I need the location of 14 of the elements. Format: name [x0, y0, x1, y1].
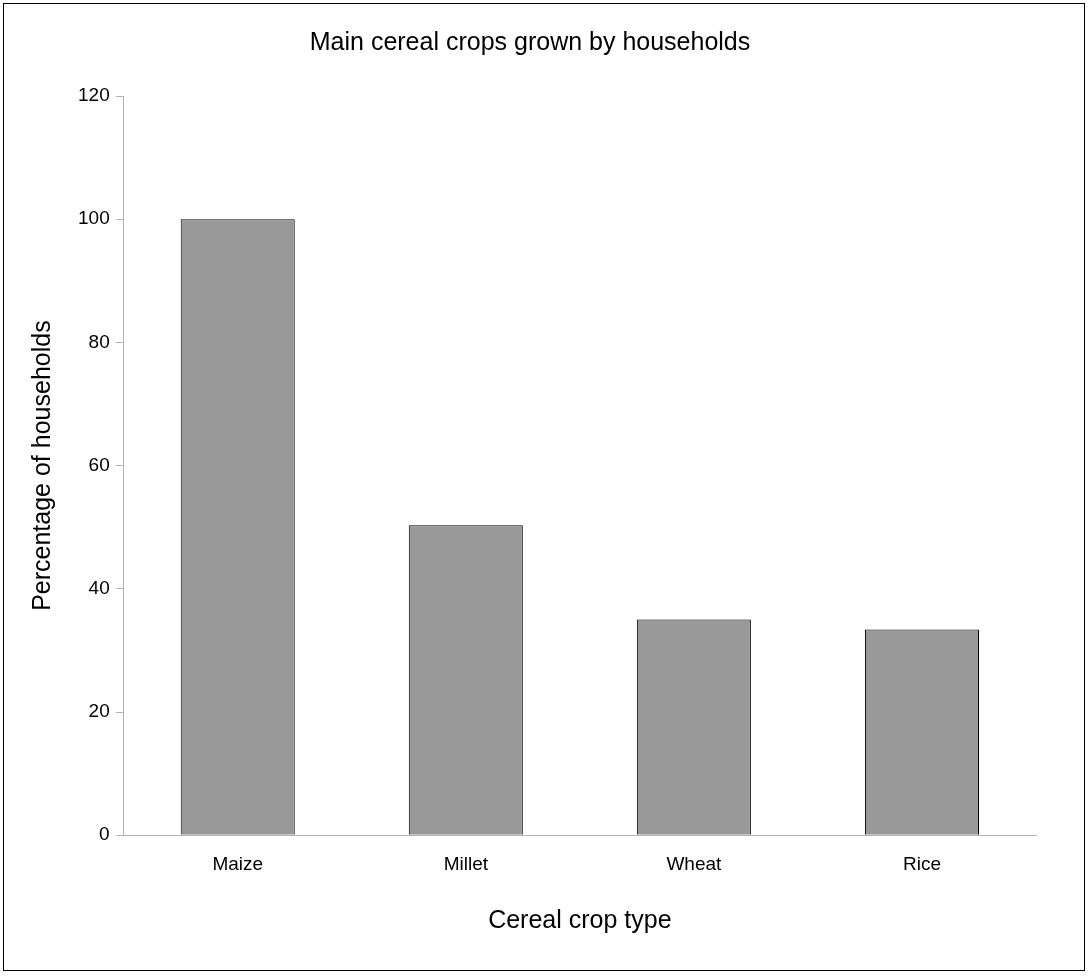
y-tick-label: 60 — [88, 453, 110, 475]
chart-title: Main cereal crops grown by households — [309, 26, 751, 55]
x-tick-label: Rice — [902, 852, 941, 874]
x-tick-label: Wheat — [666, 852, 723, 874]
y-tick-label: 100 — [78, 207, 110, 229]
y-tick-label: 120 — [78, 84, 110, 106]
y-tick-label: 40 — [88, 577, 110, 599]
x-tick-label: Maize — [212, 852, 264, 874]
x-axis-title: Cereal crop type — [488, 904, 672, 933]
y-tick-label: 20 — [88, 700, 110, 722]
y-axis-title: Percentage of households — [26, 320, 55, 611]
x-tick-label: Millet — [443, 852, 489, 874]
y-tick-label: 0 — [99, 823, 110, 845]
y-tick-label: 80 — [88, 330, 110, 352]
